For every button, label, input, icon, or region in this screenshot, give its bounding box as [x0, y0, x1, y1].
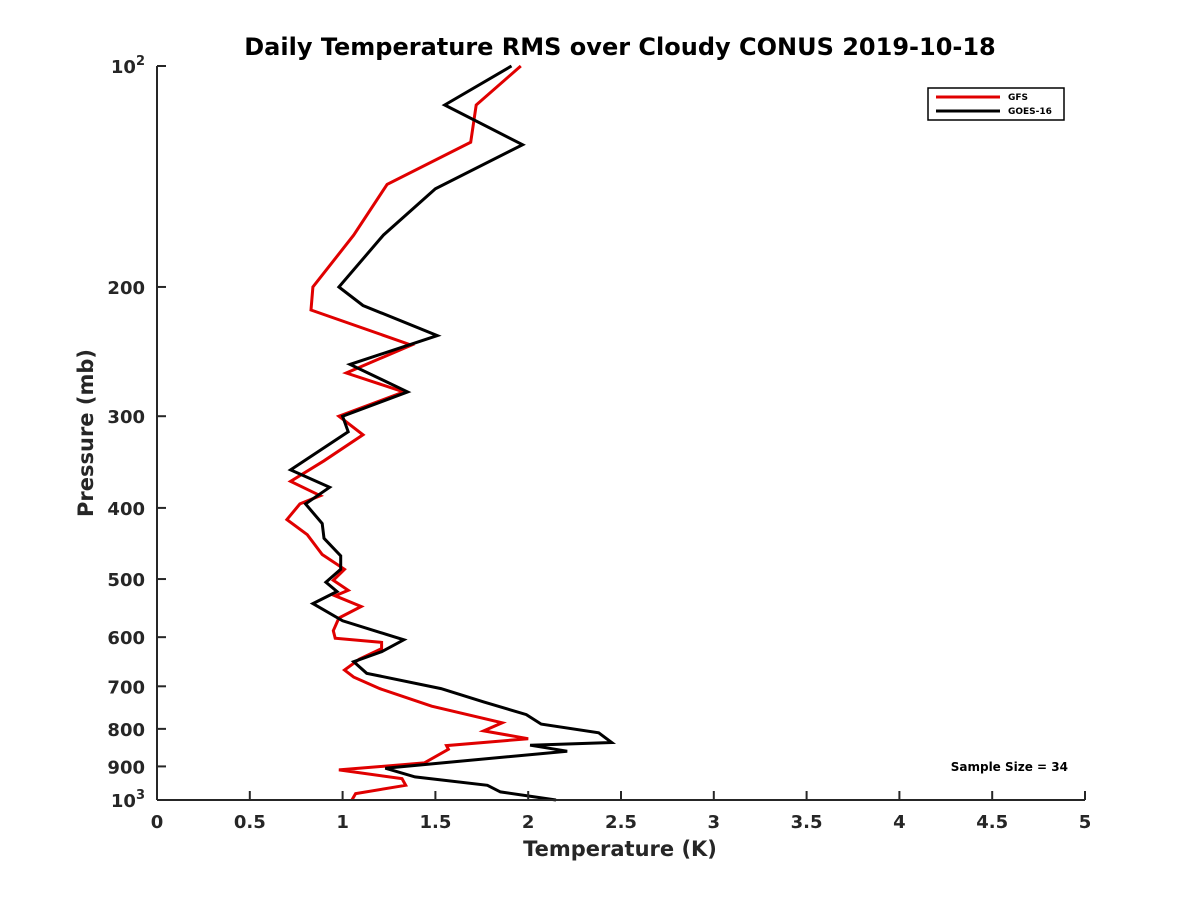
series-lines [284, 64, 617, 802]
y-tick-label: 300 [107, 407, 145, 428]
y-tick-label: 102 [111, 54, 145, 78]
legend-entry: GFS [1008, 93, 1028, 103]
y-tick-label: 200 [107, 278, 145, 299]
y-tick-label: 900 [107, 757, 145, 778]
x-tick-label: 2 [522, 812, 535, 833]
x-tick-label: 4.5 [976, 812, 1008, 833]
y-tick-label: 103 [111, 788, 145, 812]
y-tick-label: 400 [107, 499, 145, 520]
sample-size-annotation: Sample Size = 34 [951, 760, 1068, 774]
y-tick-label: 500 [107, 570, 145, 591]
legend: GFS GOES-16 [927, 87, 1065, 121]
legend-box [927, 87, 1065, 121]
axes [156, 66, 1085, 801]
legend-entry: GOES-16 [1008, 107, 1052, 117]
y-axis-ticks: 102 200 300 400 500 600 700 800 900 103 [107, 54, 166, 812]
series-line-0 [284, 64, 529, 801]
y-tick-label: 600 [107, 628, 145, 649]
x-tick-label: 3.5 [791, 812, 823, 833]
x-tick-label: 0 [151, 812, 164, 833]
x-tick-label: 5 [1079, 812, 1092, 833]
y-tick-label: 700 [107, 677, 145, 698]
series-line-1 [287, 64, 617, 802]
chart-title: Daily Temperature RMS over Cloudy CONUS … [244, 33, 996, 61]
y-axis-label: Pressure (mb) [74, 349, 98, 517]
x-tick-label: 1 [336, 812, 349, 833]
x-tick-label: 1.5 [419, 812, 451, 833]
y-tick-label: 800 [107, 720, 145, 741]
x-tick-label: 4 [893, 812, 906, 833]
x-axis-ticks: 0 0.5 1 1.5 2 2.5 3 3.5 4 4.5 5 [151, 791, 1092, 833]
x-tick-label: 0.5 [234, 812, 266, 833]
x-axis-label: Temperature (K) [523, 837, 717, 861]
x-tick-label: 2.5 [605, 812, 637, 833]
x-tick-label: 3 [708, 812, 721, 833]
